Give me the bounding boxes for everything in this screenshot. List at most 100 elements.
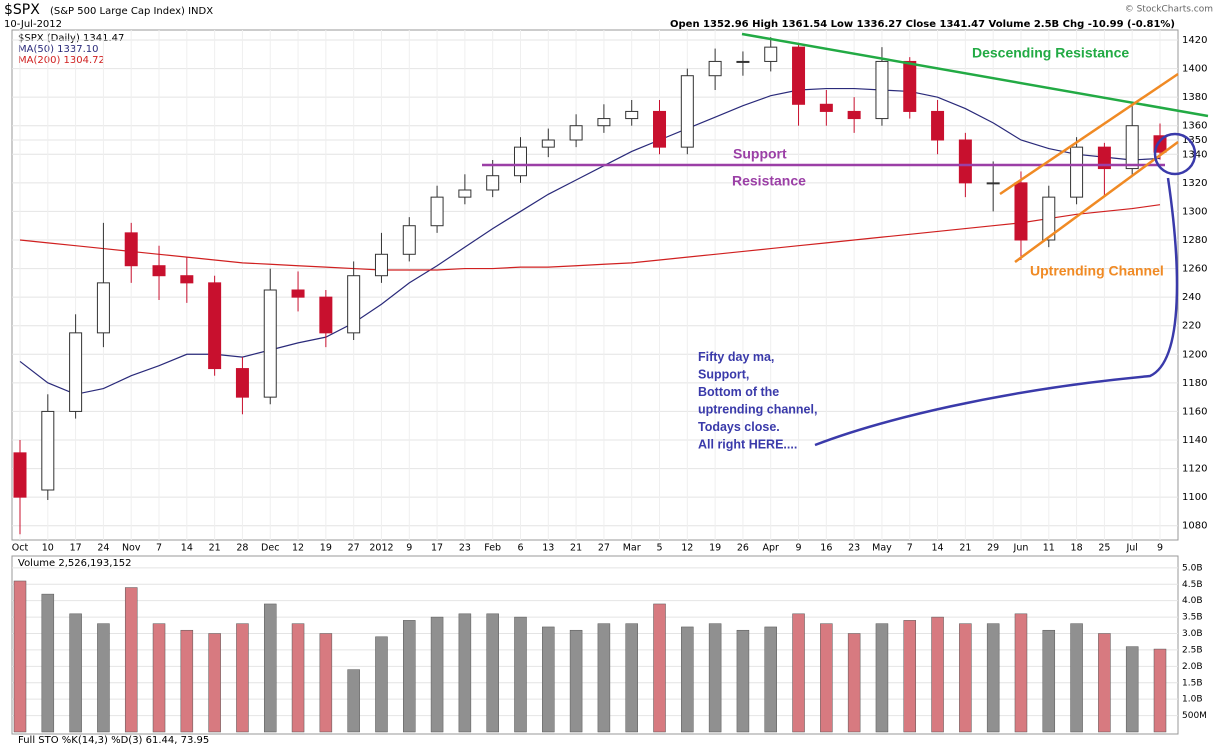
candle-body — [875, 60, 889, 120]
legend: $SPX (Daily) 1341.47 — [18, 33, 124, 44]
volume-bar — [959, 623, 972, 733]
note-line: uptrending channel, — [698, 403, 817, 417]
candle-body — [347, 275, 361, 334]
x-tick-label: 21 — [570, 543, 582, 554]
volume-bar — [708, 623, 722, 733]
volume-bar — [208, 633, 221, 733]
y-tick-label: 1380 — [1182, 92, 1207, 103]
x-tick-label: 27 — [598, 543, 610, 554]
y-tick-label: 2.0B — [1182, 662, 1203, 672]
y-tick-label: 1140 — [1182, 435, 1207, 446]
volume-bar — [653, 603, 666, 733]
annotation: Resistance — [732, 173, 806, 189]
candle-body — [958, 139, 972, 184]
candle-body — [180, 275, 194, 284]
volume-bar — [514, 616, 527, 733]
channel-line — [1014, 140, 1179, 264]
highlight-circle — [1153, 132, 1197, 176]
volume-bar — [430, 616, 444, 733]
candle-body — [402, 225, 416, 255]
y-tick-label: 1280 — [1182, 235, 1207, 246]
plot: 1080 1100 1120 1140 1160 1180 1200 220 240 1260 12… — [12, 30, 1207, 733]
candle-body — [597, 118, 611, 127]
volume-bar — [1125, 646, 1139, 733]
volume-bar — [263, 603, 277, 733]
x-tick-label: 19 — [709, 543, 721, 554]
candle-body — [458, 189, 472, 198]
candle-body — [819, 103, 833, 112]
note-line: Support, — [698, 368, 749, 382]
volume-bar — [1070, 623, 1083, 733]
note-line: All right HERE.... — [698, 438, 797, 452]
quote: Open 1352.96 High 1361.54 Low 1336.27 Cl… — [670, 19, 1175, 30]
volume-bar — [375, 636, 388, 733]
candle-body — [374, 253, 388, 277]
x-tick-label: Jul — [1125, 543, 1137, 554]
x-tick-label: 10 — [42, 543, 54, 554]
candle-body — [764, 46, 778, 62]
note-line: Bottom of the — [698, 385, 779, 399]
y-tick-label: 3.0B — [1182, 629, 1203, 639]
x-tick-label: 9 — [796, 543, 802, 554]
candle-body — [708, 60, 722, 77]
candle-body — [1014, 182, 1028, 241]
y-tick-label: 1200 — [1182, 349, 1207, 360]
candle-body — [1125, 125, 1139, 170]
x-tick-label: Oct — [12, 543, 29, 554]
candle-body — [124, 232, 138, 267]
candle-body — [903, 60, 917, 112]
y-tick-label: 220 — [1182, 321, 1201, 332]
arrow — [814, 177, 1179, 447]
x-tick-label: 26 — [737, 543, 749, 554]
volume-bar — [347, 669, 360, 733]
symbol: $SPX — [4, 2, 40, 18]
candle-body — [319, 296, 333, 334]
candle-body — [1097, 146, 1111, 170]
x-tick-label: 6 — [517, 543, 523, 554]
y-tick-label: 1260 — [1182, 264, 1207, 275]
candle-body — [653, 110, 667, 148]
volume-bar — [764, 626, 777, 733]
x-tick-label: 12 — [681, 543, 693, 554]
x-tick-label: 25 — [1098, 543, 1110, 554]
x-tick-label: 16 — [820, 543, 832, 554]
x-tick-label: 7 — [156, 543, 162, 554]
volume-bar — [792, 613, 805, 733]
x-tick-label: 21 — [209, 543, 221, 554]
candle-body — [13, 452, 27, 498]
y-tick-label: 1120 — [1182, 464, 1207, 475]
date: 10-Jul-2012 — [4, 19, 62, 30]
candle-body — [625, 110, 639, 120]
x-tick-label: 19 — [320, 543, 332, 554]
volume-bar — [180, 629, 194, 733]
candle-body — [986, 182, 1000, 185]
volume-bar — [319, 633, 333, 733]
y-tick-label: 1.5B — [1182, 678, 1203, 688]
volume-legend: Volume 2,526,193,152 — [18, 558, 132, 569]
y-tick-label: 1100 — [1182, 492, 1207, 503]
ma-line — [19, 87, 1161, 395]
candle-body — [152, 265, 166, 277]
candle-body — [430, 196, 444, 227]
x-tick-label: 14 — [932, 543, 944, 554]
y-tick-label: 1420 — [1182, 35, 1207, 46]
candle-body — [486, 175, 500, 191]
candle-body — [235, 368, 249, 398]
x-tick-label: Feb — [484, 543, 501, 554]
x-tick-label: 23 — [848, 543, 860, 554]
volume-bar — [97, 623, 110, 733]
x-tick-label: 2012 — [369, 543, 393, 554]
volume-bar — [903, 620, 917, 733]
x-tick-label: Mar — [623, 543, 641, 554]
volume-bar — [124, 587, 138, 733]
x-tick-label: 21 — [959, 543, 971, 554]
x-tick-label: 5 — [656, 543, 662, 554]
volume-bar — [403, 620, 416, 733]
volume-bar — [542, 626, 555, 733]
note-line: Fifty day ma, — [698, 350, 774, 364]
x-tick-label: Nov — [122, 543, 141, 554]
y-tick-label: 1400 — [1182, 64, 1207, 75]
y-tick-label: 1360 — [1182, 121, 1207, 132]
y-tick-label: 1300 — [1182, 206, 1207, 217]
